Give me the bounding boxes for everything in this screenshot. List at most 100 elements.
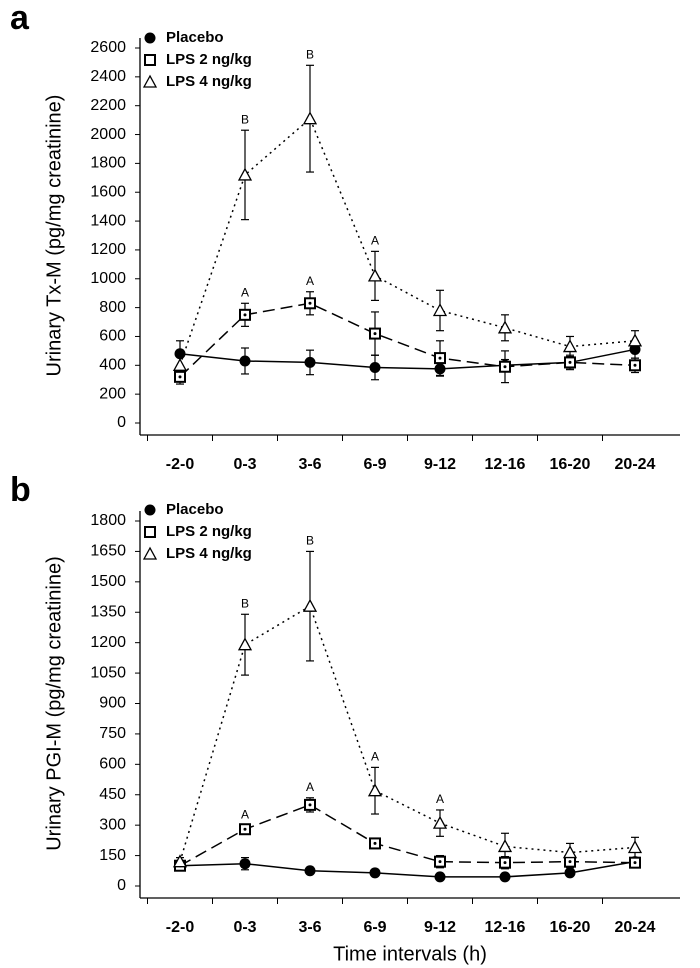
x-tick-label: 6-9	[363, 919, 386, 936]
y-tick-label: 900	[99, 695, 126, 712]
series-line	[179, 302, 636, 378]
marker	[629, 343, 641, 355]
marker-dot	[633, 363, 637, 367]
marker	[142, 546, 158, 560]
marker	[172, 357, 188, 371]
x-tick-label: 12-16	[485, 456, 526, 473]
marker	[367, 268, 383, 282]
y-tick-label: 1650	[90, 543, 126, 560]
y-axis-title: Urinary Tx-M (pg/mg creatinine)	[43, 95, 65, 377]
y-tick-label: 2000	[90, 126, 126, 143]
x-tick-label: 9-12	[424, 456, 456, 473]
marker	[562, 845, 578, 859]
marker-dot	[308, 301, 312, 305]
y-tick-label: 450	[99, 786, 126, 803]
legend-item: Placebo	[144, 29, 224, 46]
marker-dot	[503, 861, 507, 865]
marker	[302, 111, 318, 125]
y-tick-label: 0	[117, 414, 126, 431]
x-tick-label: 16-20	[550, 456, 591, 473]
x-tick-label: 0-3	[233, 919, 256, 936]
x-tick-label: 3-6	[298, 919, 321, 936]
series-line	[179, 860, 636, 878]
x-tick-label: 20-24	[615, 456, 656, 473]
y-tick-label: 2400	[90, 68, 126, 85]
marker	[144, 526, 156, 538]
marker	[497, 320, 513, 334]
marker	[627, 840, 643, 854]
legend-item: Placebo	[144, 501, 224, 518]
y-tick-label: 1200	[90, 634, 126, 651]
legend-label: LPS 4 ng/kg	[166, 545, 252, 562]
marker	[304, 356, 316, 368]
point-label: A	[371, 750, 379, 764]
y-tick-label: 2200	[90, 97, 126, 114]
y-axis-title: Urinary PGI-M (pg/mg creatinine)	[43, 556, 65, 851]
panel-label: b	[10, 471, 31, 509]
x-axis-title: Time intervals (h)	[333, 943, 487, 965]
marker-dot	[438, 356, 442, 360]
legend-label: LPS 4 ng/kg	[166, 73, 252, 90]
marker	[562, 339, 578, 353]
y-tick-label: 400	[99, 357, 126, 374]
legend-label: Placebo	[166, 29, 224, 46]
marker	[369, 361, 381, 373]
marker	[367, 783, 383, 797]
point-label: B	[306, 534, 314, 548]
legend-label: Placebo	[166, 501, 224, 518]
point-label: A	[306, 780, 314, 794]
y-tick-label: 0	[117, 877, 126, 894]
point-label: A	[241, 285, 249, 299]
y-tick-label: 1600	[90, 183, 126, 200]
y-tick-label: 1350	[90, 603, 126, 620]
marker	[237, 637, 253, 651]
point-label: A	[436, 792, 444, 806]
y-tick-label: 1500	[90, 573, 126, 590]
marker	[142, 74, 158, 88]
legend-label: LPS 2 ng/kg	[166, 523, 252, 540]
marker	[432, 303, 448, 317]
marker	[369, 867, 381, 879]
marker-dot	[243, 313, 247, 317]
marker	[172, 854, 188, 868]
y-tick-label: 2600	[90, 39, 126, 56]
marker	[239, 355, 251, 367]
marker	[432, 815, 448, 829]
marker-dot	[243, 827, 247, 831]
marker	[434, 871, 446, 883]
point-label: B	[306, 47, 314, 61]
legend-label: LPS 2 ng/kg	[166, 51, 252, 68]
y-tick-label: 1800	[90, 512, 126, 529]
x-tick-label: 3-6	[298, 456, 321, 473]
y-tick-label: 300	[99, 816, 126, 833]
marker-dot	[178, 375, 182, 379]
point-label: B	[241, 112, 249, 126]
point-label: A	[371, 234, 379, 248]
marker-dot	[568, 860, 572, 864]
marker	[434, 363, 446, 375]
x-tick-label: 16-20	[550, 919, 591, 936]
marker	[499, 871, 511, 883]
series-line	[179, 117, 636, 366]
marker	[304, 865, 316, 877]
marker	[627, 333, 643, 347]
point-label: A	[306, 274, 314, 288]
legend-item: LPS 4 ng/kg	[142, 545, 252, 562]
marker	[237, 167, 253, 181]
y-tick-label: 150	[99, 847, 126, 864]
y-tick-label: 1800	[90, 155, 126, 172]
point-label: A	[241, 807, 249, 821]
marker	[174, 348, 186, 360]
marker-dot	[633, 861, 637, 865]
x-tick-label: 12-16	[485, 919, 526, 936]
marker-dot	[308, 803, 312, 807]
y-tick-label: 1000	[90, 270, 126, 287]
marker-dot	[568, 360, 572, 364]
legend-item: LPS 4 ng/kg	[142, 73, 252, 90]
marker	[144, 32, 156, 44]
x-tick-label: 6-9	[363, 456, 386, 473]
x-tick-label: -2-0	[166, 456, 195, 473]
x-tick-label: 9-12	[424, 919, 456, 936]
series-line	[179, 605, 636, 862]
